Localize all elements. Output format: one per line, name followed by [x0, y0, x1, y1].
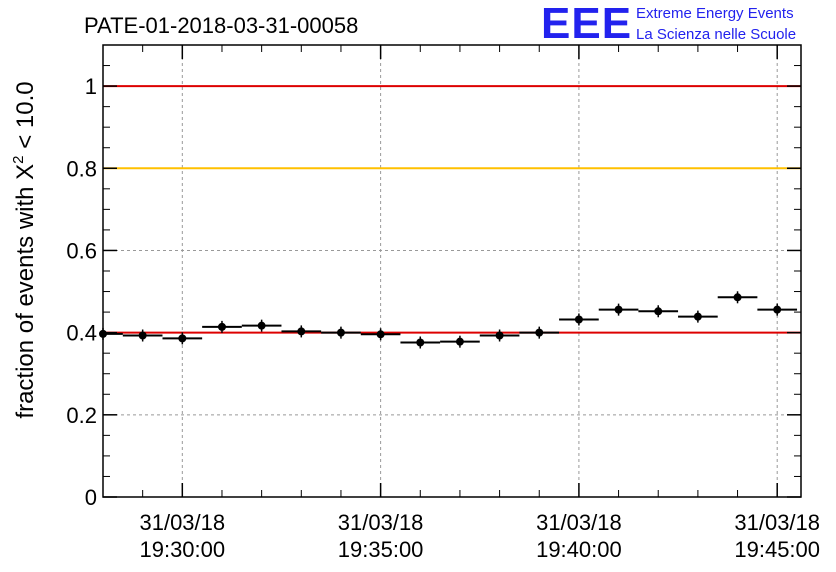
y-axis-label: fraction of events with X2 < 10.0 — [10, 81, 39, 418]
x-tick-label-time: 19:30:00 — [139, 537, 225, 562]
y-axis-label-superscript: 2 — [10, 155, 27, 163]
x-tick-label-date: 31/03/18 — [734, 510, 820, 535]
data-series — [99, 291, 798, 349]
data-point — [654, 307, 663, 316]
y-tick-label: 0.8 — [66, 156, 97, 181]
data-point — [733, 293, 742, 302]
reference-lines — [103, 85, 801, 334]
x-tick-label-time: 19:45:00 — [734, 537, 820, 562]
y-axis-label-suffix: < 10.0 — [12, 81, 39, 155]
data-point — [693, 312, 702, 321]
data-point — [336, 328, 345, 337]
y-tick-label: 0.6 — [66, 238, 97, 263]
y-tick-label: 0.2 — [66, 403, 97, 428]
data-point — [773, 305, 782, 314]
eee-logo: EEE Extreme Energy Events La Scienza nel… — [541, 0, 796, 48]
x-tick-label-time: 19:35:00 — [338, 537, 424, 562]
chart-title: PATE-01-2018-03-31-00058 — [84, 13, 358, 38]
y-tick-label: 0 — [85, 485, 97, 510]
data-point — [614, 305, 623, 314]
data-point — [138, 331, 147, 340]
logo-line-1: Extreme Energy Events — [636, 5, 794, 22]
x-tick-label-date: 31/03/18 — [338, 510, 424, 535]
x-tick-label-date: 31/03/18 — [139, 510, 225, 535]
x-tick-label-date: 31/03/18 — [536, 510, 622, 535]
data-point — [376, 330, 385, 339]
y-axis-label-prefix: fraction of events with — [12, 180, 39, 419]
data-point — [297, 327, 306, 336]
data-point — [574, 315, 583, 324]
y-axis-label-symbol: X — [12, 164, 39, 180]
data-point — [495, 331, 504, 340]
logo-line-2: La Scienza nelle Scuole — [636, 26, 796, 43]
data-point — [416, 338, 425, 347]
data-point — [178, 334, 187, 343]
logo-mark: EEE — [541, 0, 632, 48]
data-point — [257, 321, 266, 330]
plot-frame — [102, 44, 802, 498]
y-tick-label: 1 — [85, 74, 97, 99]
data-point — [217, 322, 226, 331]
data-point — [535, 328, 544, 337]
grid — [103, 45, 801, 497]
data-point — [455, 337, 464, 346]
x-tick-label-time: 19:40:00 — [536, 537, 622, 562]
y-tick-label: 0.4 — [66, 321, 97, 346]
axes: 00.20.40.60.8131/03/1819:30:0031/03/1819… — [66, 44, 820, 562]
